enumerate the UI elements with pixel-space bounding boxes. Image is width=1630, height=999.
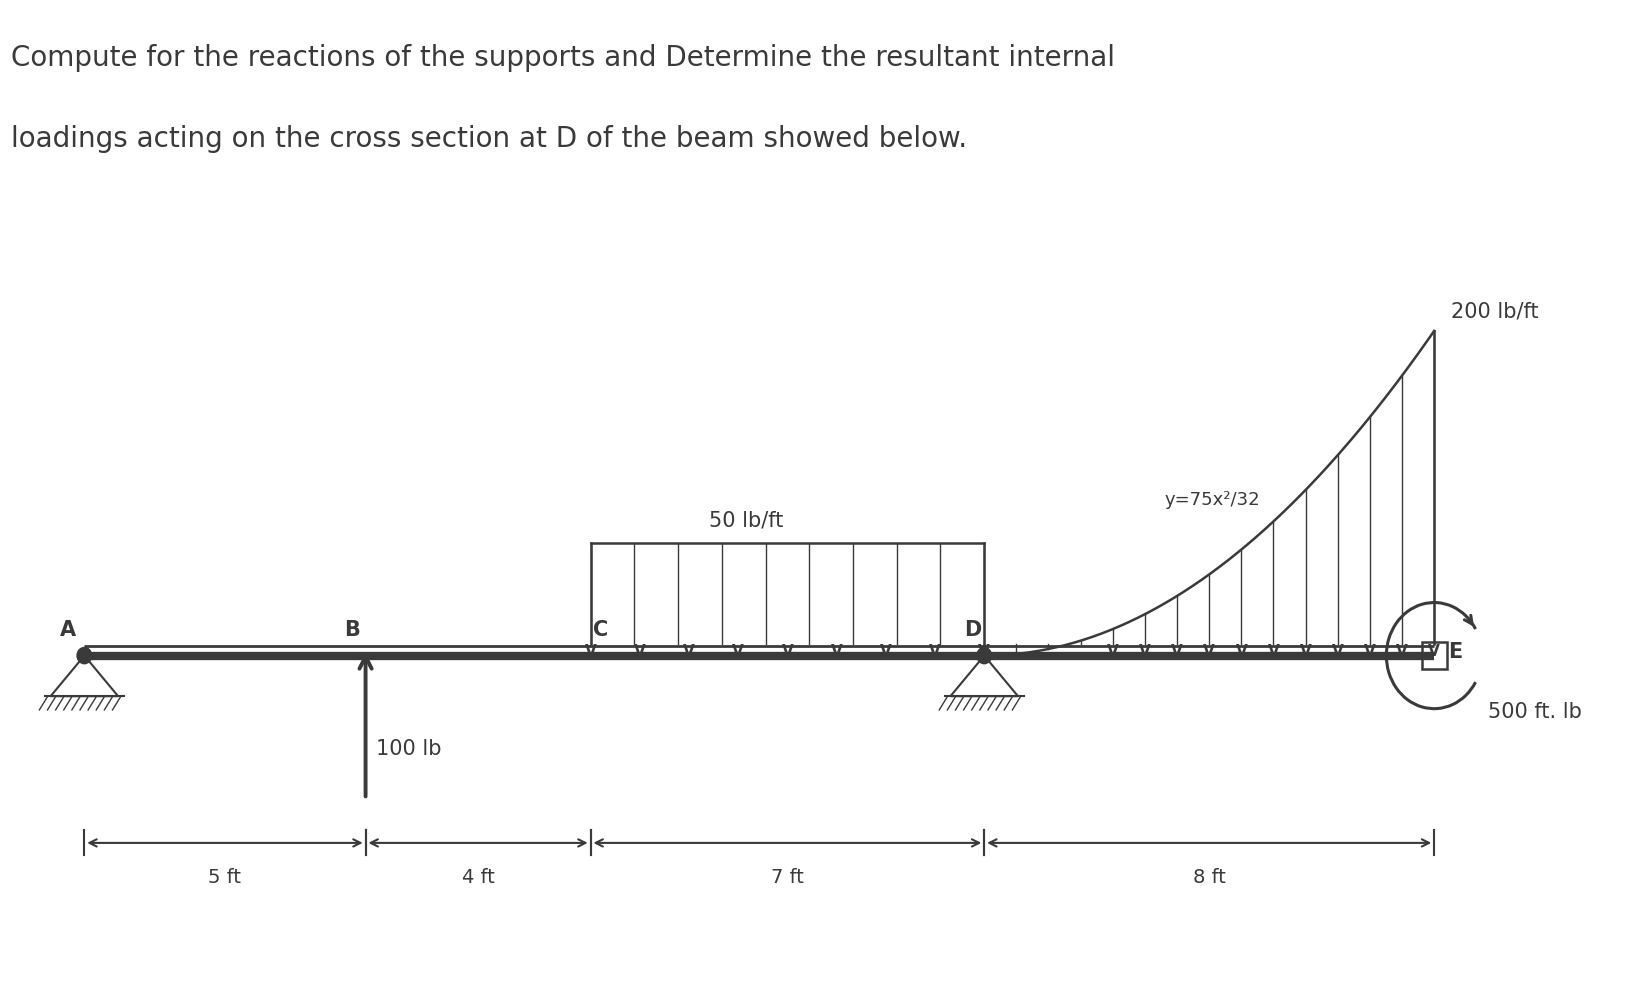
Text: Compute for the reactions of the supports and Determine the resultant internal: Compute for the reactions of the support… bbox=[11, 44, 1115, 72]
Text: 50 lb/ft: 50 lb/ft bbox=[707, 510, 782, 530]
Text: E: E bbox=[1447, 642, 1462, 662]
Text: V: V bbox=[1170, 644, 1182, 659]
Text: 500 ft. lb: 500 ft. lb bbox=[1487, 701, 1581, 722]
Text: V: V bbox=[929, 644, 941, 659]
Text: 7 ft: 7 ft bbox=[771, 868, 804, 887]
Text: V: V bbox=[1234, 644, 1247, 659]
Text: C: C bbox=[593, 620, 608, 640]
Text: V: V bbox=[634, 644, 645, 659]
Text: V: V bbox=[1428, 644, 1439, 659]
Text: V: V bbox=[1332, 644, 1343, 659]
Text: y=75x²/32: y=75x²/32 bbox=[1164, 491, 1258, 508]
Text: D: D bbox=[963, 620, 981, 640]
Text: A: A bbox=[60, 620, 77, 640]
Bar bbox=[1421, 641, 1446, 669]
Text: V: V bbox=[1395, 644, 1407, 659]
Text: 8 ft: 8 ft bbox=[1192, 868, 1224, 887]
Text: V: V bbox=[1203, 644, 1214, 659]
Text: V: V bbox=[1107, 644, 1118, 659]
Text: V: V bbox=[978, 644, 989, 659]
Text: B: B bbox=[344, 620, 360, 640]
Text: V: V bbox=[1299, 644, 1311, 659]
Text: V: V bbox=[830, 644, 843, 659]
Text: V: V bbox=[1138, 644, 1151, 659]
Text: V: V bbox=[781, 644, 792, 659]
Text: V: V bbox=[732, 644, 743, 659]
Text: V: V bbox=[1267, 644, 1278, 659]
Text: 5 ft: 5 ft bbox=[209, 868, 241, 887]
Text: V: V bbox=[584, 644, 597, 659]
Text: 4 ft: 4 ft bbox=[461, 868, 494, 887]
Text: 200 lb/ft: 200 lb/ft bbox=[1451, 302, 1537, 322]
Circle shape bbox=[77, 647, 91, 663]
Text: V: V bbox=[880, 644, 892, 659]
Text: loadings acting on the cross section at D of the beam showed below.: loadings acting on the cross section at … bbox=[11, 125, 967, 153]
Text: 100 lb: 100 lb bbox=[375, 739, 442, 759]
Circle shape bbox=[976, 647, 991, 663]
Text: V: V bbox=[1363, 644, 1376, 659]
Text: V: V bbox=[683, 644, 694, 659]
